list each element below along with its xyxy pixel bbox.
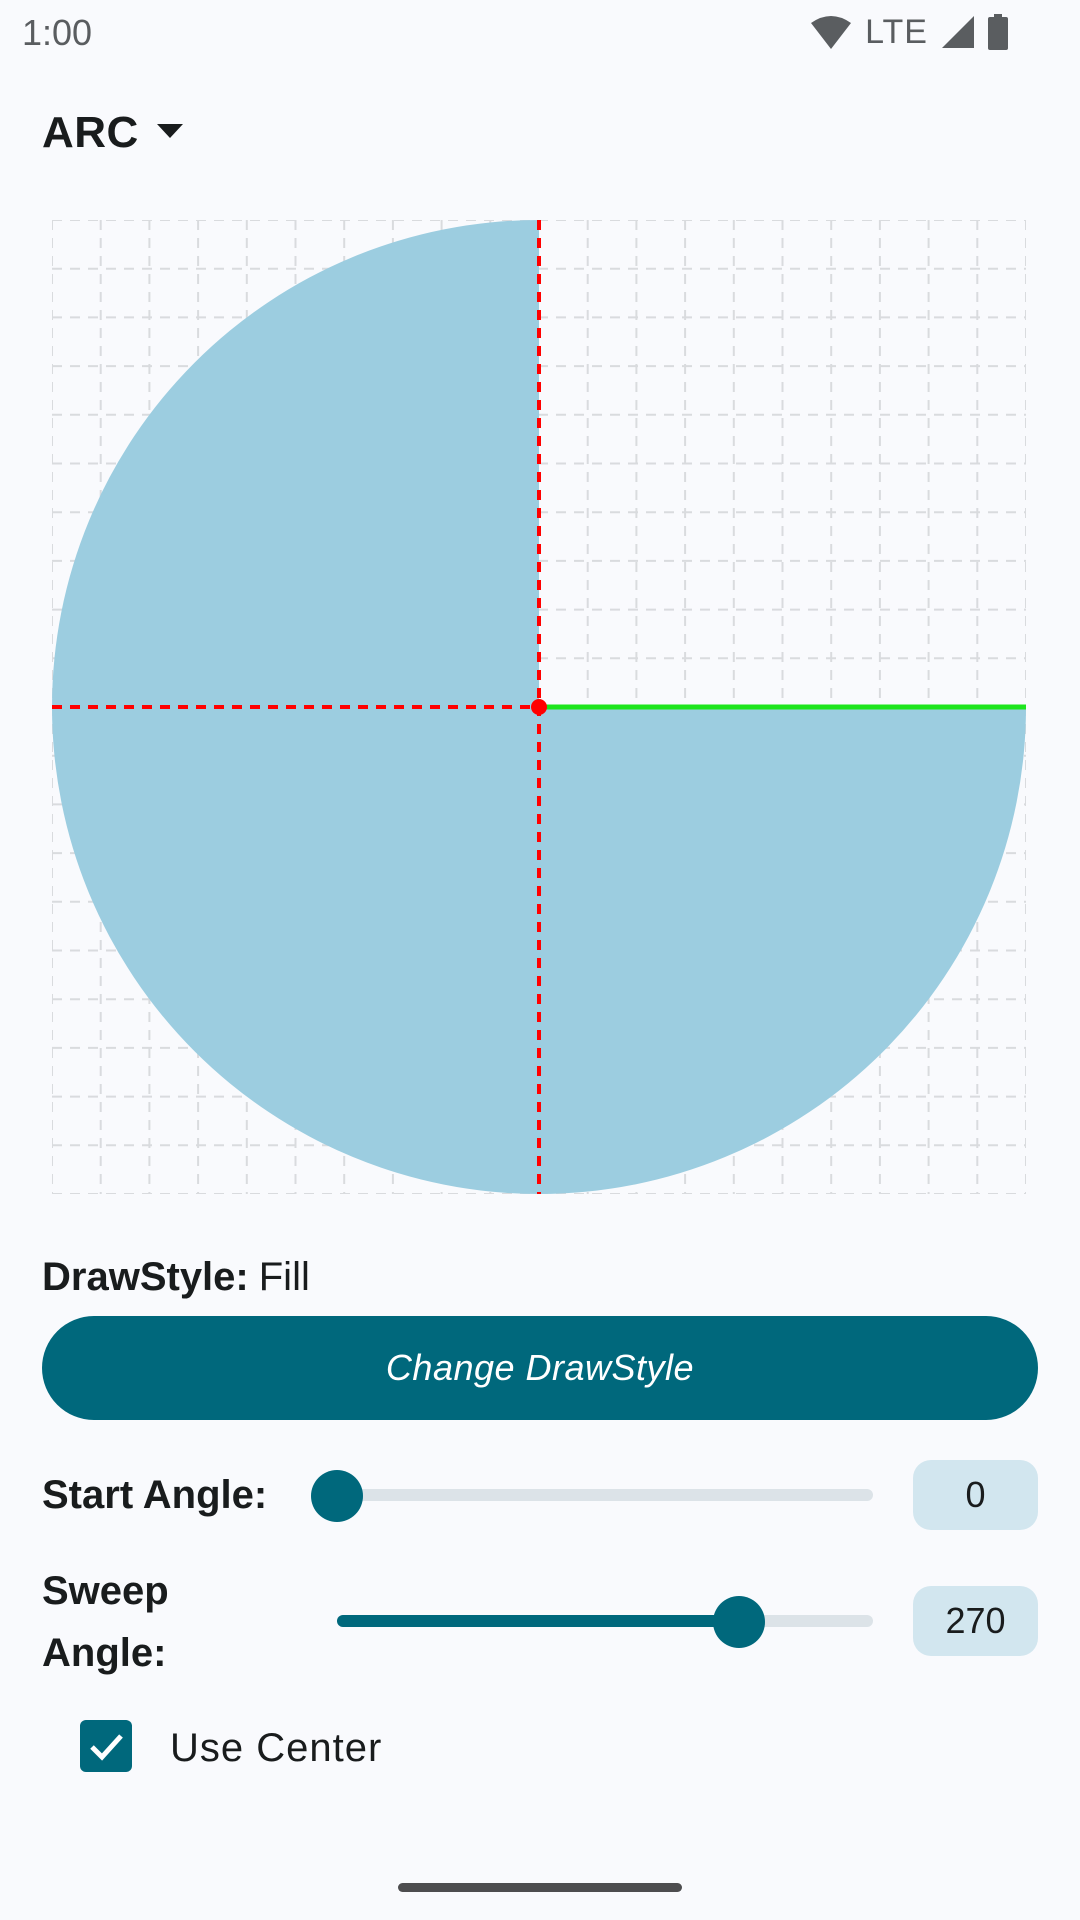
start-angle-slider-thumb[interactable] <box>311 1470 363 1522</box>
sweep-angle-label-line2: Angle: <box>42 1631 167 1675</box>
sweep-angle-value: 270 <box>913 1586 1038 1656</box>
start-angle-slider[interactable] <box>311 1470 873 1522</box>
use-center-checkbox[interactable] <box>80 1720 132 1772</box>
start-angle-slider-track <box>337 1489 873 1501</box>
status-time: 1:00 <box>22 12 93 53</box>
network-type: LTE <box>865 12 928 51</box>
dropdown-arrow-icon <box>156 123 183 143</box>
wifi-icon <box>811 15 852 49</box>
start-angle-label: Start Angle: <box>42 1473 268 1517</box>
drawing-canvas <box>51 219 1027 1195</box>
use-center-label: Use Center <box>170 1726 383 1770</box>
change-drawstyle-button[interactable]: Change DrawStyle <box>42 1316 1038 1420</box>
checkmark-icon <box>90 1734 123 1761</box>
shape-selector-dropdown[interactable]: ARC <box>42 108 183 158</box>
cellular-signal-icon <box>942 16 974 48</box>
center-point <box>531 699 547 715</box>
drawstyle-label: DrawStyle: <box>42 1255 249 1299</box>
arc-preview <box>51 219 1027 1195</box>
drawstyle-status: DrawStyle: Fill <box>42 1255 310 1300</box>
home-indicator[interactable] <box>398 1883 682 1892</box>
change-drawstyle-button-label: Change DrawStyle <box>385 1347 695 1388</box>
sweep-angle-slider[interactable] <box>337 1596 873 1648</box>
battery-icon <box>988 14 1008 50</box>
start-angle-value: 0 <box>913 1460 1038 1530</box>
shape-selector-label: ARC <box>42 108 139 157</box>
sweep-angle-label: Sweep Angle: <box>42 1560 169 1684</box>
sweep-angle-label-line1: Sweep <box>42 1569 169 1613</box>
status-icons: LTE <box>811 12 1008 52</box>
sweep-angle-slider-active-track <box>337 1615 739 1627</box>
drawstyle-value: Fill <box>258 1255 310 1299</box>
status-bar: 1:00 LTE <box>0 0 1080 64</box>
sweep-angle-slider-thumb[interactable] <box>713 1596 765 1648</box>
